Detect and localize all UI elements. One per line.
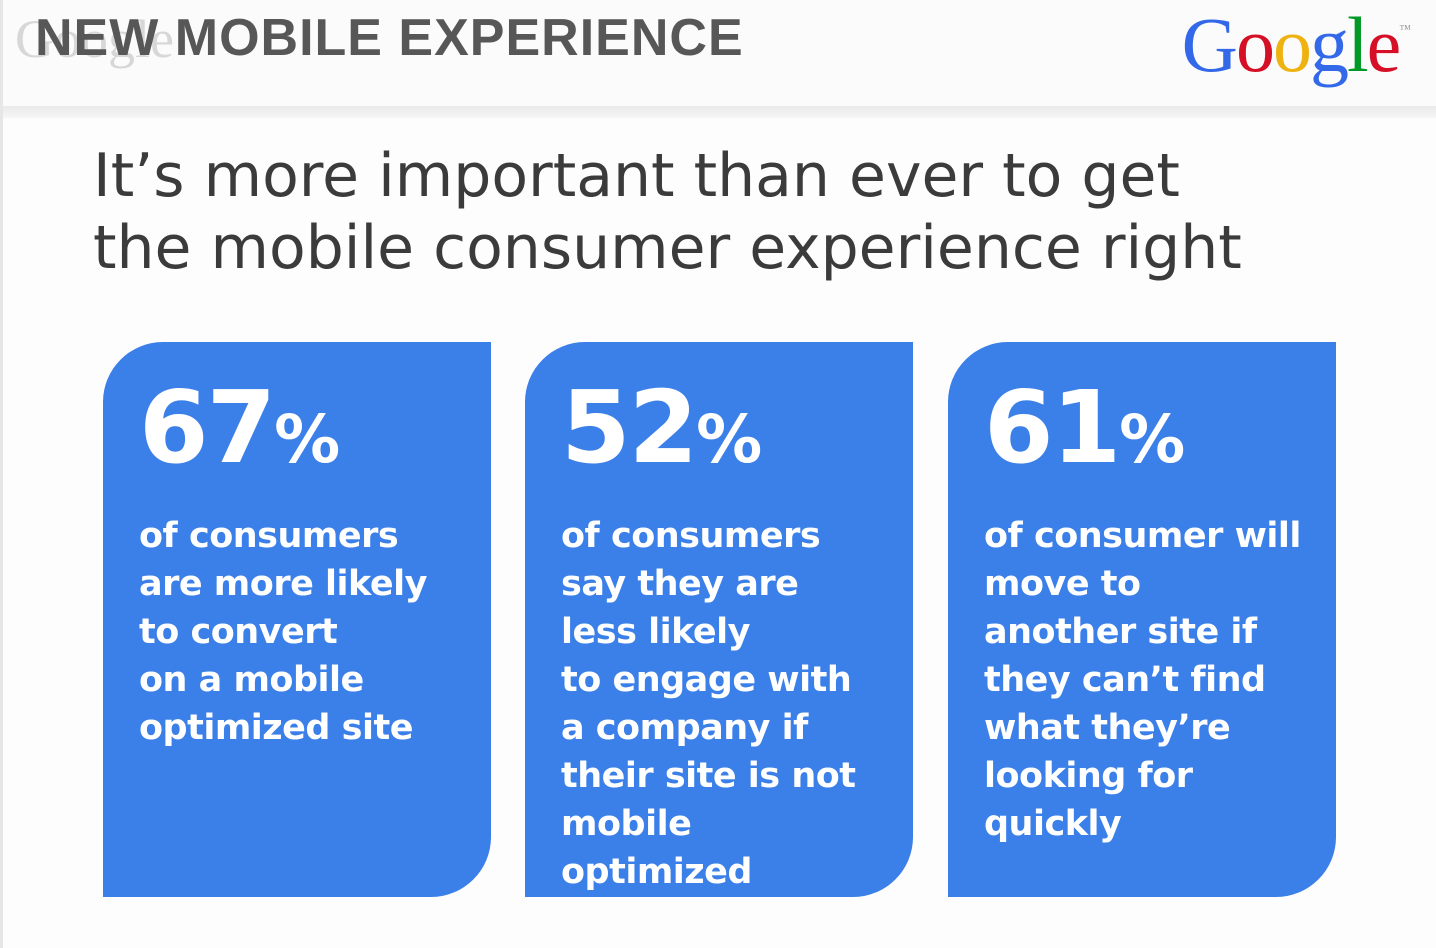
stat-cards: 67% of consumers are more likely to conv… (103, 342, 1337, 897)
description-line: of consumers (561, 516, 821, 556)
description-line: another site if (984, 612, 1257, 652)
percent-sign: % (696, 401, 763, 478)
description-line: optimized (561, 852, 752, 892)
description-line: a company if (561, 708, 808, 748)
stat-number: 61 (984, 369, 1121, 486)
description-line: move to (984, 564, 1141, 604)
stat-description: of consumers are more likely to convert … (139, 512, 471, 752)
stat-number: 67 (139, 369, 276, 486)
logo-letter: o (1272, 1, 1312, 88)
logo-letter: o (1235, 1, 1275, 88)
stat-value: 67% (139, 368, 471, 500)
slide-header: Google NEW MOBILE EXPERIENCE Google™ (3, 0, 1436, 106)
percent-sign: % (1119, 401, 1186, 478)
stat-card-61: 61% of consumer will move to another sit… (948, 342, 1336, 897)
description-line: what they’re (984, 708, 1231, 748)
stat-description: of consumers say they are less likely to… (561, 512, 893, 896)
stat-value: 61% (984, 368, 1316, 500)
description-line: say they are (561, 564, 799, 604)
description-line: looking for (984, 756, 1193, 796)
stat-description: of consumer will move to another site if… (984, 512, 1316, 848)
description-line: to convert (139, 612, 338, 652)
description-line: to engage with (561, 660, 852, 700)
description-line: their site is not (561, 756, 856, 796)
logo-letter: l (1346, 1, 1369, 88)
slide-title: NEW MOBILE EXPERIENCE (35, 9, 744, 67)
description-line: on a mobile (139, 660, 364, 700)
logo-letter: G (1181, 1, 1238, 88)
logo-letter: e (1366, 1, 1402, 88)
description-line: less likely (561, 612, 750, 652)
google-logo: Google™ (1182, 0, 1411, 90)
description-line: quickly (984, 804, 1122, 844)
description-line: of consumers (139, 516, 399, 556)
stat-value: 52% (561, 368, 893, 500)
description-line: of consumer will (984, 516, 1301, 556)
description-line: mobile (561, 804, 692, 844)
headline: It’s more important than ever to get the… (93, 140, 1343, 284)
description-line: are more likely (139, 564, 427, 604)
stat-card-52: 52% of consumers say they are less likel… (525, 342, 913, 897)
header-divider (3, 106, 1436, 118)
stat-card-67: 67% of consumers are more likely to conv… (103, 342, 491, 897)
trademark-symbol: ™ (1399, 22, 1411, 36)
google-watermark: Google (15, 9, 174, 69)
stat-number: 52 (561, 369, 698, 486)
headline-line: the mobile consumer experience right (93, 213, 1242, 283)
description-line: they can’t find (984, 660, 1266, 700)
description-line: optimized site (139, 708, 413, 748)
percent-sign: % (274, 401, 341, 478)
headline-line: It’s more important than ever to get (93, 141, 1180, 211)
logo-letter: g (1309, 1, 1349, 88)
